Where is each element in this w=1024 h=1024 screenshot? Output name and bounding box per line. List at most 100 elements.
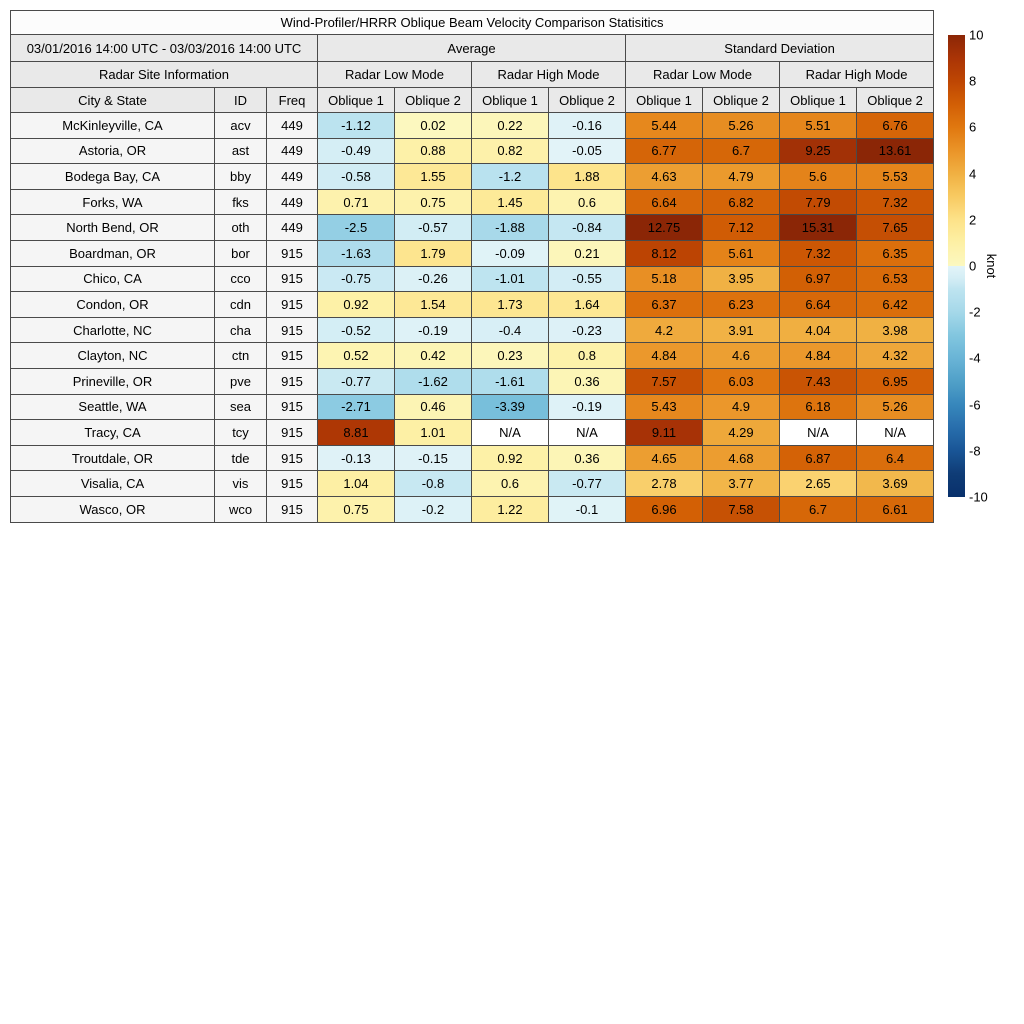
value-cell: 4.65 xyxy=(625,444,703,472)
city-cell: Troutdale, OR xyxy=(10,444,215,472)
value-cell: 7.43 xyxy=(779,367,857,395)
value-cell: 5.18 xyxy=(625,265,703,293)
colorbar-tick-label: 0 xyxy=(969,258,977,274)
id-cell: sea xyxy=(214,393,267,421)
table-row: Forks, WA fks 449 0.71 0.75 1.45 0.6 6.64 6.82 7.… xyxy=(10,188,935,216)
value-cell: -0.77 xyxy=(317,367,395,395)
value-cell: 0.8 xyxy=(548,342,626,369)
value-cell: -0.19 xyxy=(548,393,626,421)
table-row: Visalia, CA vis 915 1.04 -0.8 0.6 -0.77 2.78 3.7… xyxy=(10,470,935,497)
colorbar-tick-label: 4 xyxy=(969,166,977,182)
value-cell: -0.09 xyxy=(471,239,549,267)
city-cell: Tracy, CA xyxy=(10,419,215,446)
city-cell: Condon, OR xyxy=(10,291,215,318)
value-cell: 5.26 xyxy=(855,393,935,421)
value-cell: 7.32 xyxy=(779,239,857,267)
city-cell: Seattle, WA xyxy=(10,393,215,421)
freq-cell: 915 xyxy=(266,265,318,293)
colorbar-tick-label: 10 xyxy=(969,27,984,43)
avg-low-mode-header: Radar Low Mode xyxy=(317,61,472,88)
table-row: Prineville, OR pve 915 -0.77 -1.62 -1.61 0.36 7… xyxy=(10,367,935,395)
value-cell: 3.69 xyxy=(855,470,935,497)
value-cell: 0.92 xyxy=(471,444,549,472)
oblique2-header: Oblique 2 xyxy=(855,87,935,113)
value-cell: 0.88 xyxy=(394,137,472,165)
value-cell: 0.6 xyxy=(548,188,626,216)
table-row: Chico, CA cco 915 -0.75 -0.26 -1.01 -0.55 5.18 3… xyxy=(10,265,935,293)
city-cell: Prineville, OR xyxy=(10,367,215,395)
value-cell: 6.61 xyxy=(855,495,935,523)
value-cell: 3.98 xyxy=(855,316,935,344)
table-body: McKinleyville, CA acv 449 -1.12 0.02 0.22 -0.1… xyxy=(10,112,935,523)
city-state-header: City & State xyxy=(10,87,215,113)
value-cell: -0.55 xyxy=(548,265,626,293)
oblique2-header: Oblique 2 xyxy=(702,87,780,113)
value-cell: 0.92 xyxy=(317,291,395,318)
value-cell: 6.82 xyxy=(702,188,780,216)
value-cell: 6.18 xyxy=(779,393,857,421)
value-cell: 5.61 xyxy=(702,239,780,267)
city-cell: McKinleyville, CA xyxy=(10,112,215,139)
value-cell: 6.37 xyxy=(625,291,703,318)
value-cell: 6.97 xyxy=(779,265,857,293)
value-cell: -0.1 xyxy=(548,495,626,523)
value-cell: 13.61 xyxy=(855,137,935,165)
value-cell: 5.43 xyxy=(625,393,703,421)
value-cell: 6.87 xyxy=(779,444,857,472)
table-row: Boardman, OR bor 915 -1.63 1.79 -0.09 0.21 8.12… xyxy=(10,239,935,267)
colorbar-tick-label: -2 xyxy=(969,304,981,320)
group-header-row: 03/01/2016 14:00 UTC - 03/03/2016 14:00 … xyxy=(10,34,935,62)
value-cell: 4.79 xyxy=(702,163,780,190)
value-cell: 4.29 xyxy=(702,419,780,446)
value-cell: 0.22 xyxy=(471,112,549,139)
id-cell: cha xyxy=(214,316,267,344)
value-cell: -0.2 xyxy=(394,495,472,523)
oblique1-header: Oblique 1 xyxy=(779,87,857,113)
value-cell: 0.21 xyxy=(548,239,626,267)
value-cell: 6.95 xyxy=(855,367,935,395)
value-cell: 5.51 xyxy=(779,112,857,139)
freq-cell: 915 xyxy=(266,444,318,472)
value-cell: -0.13 xyxy=(317,444,395,472)
value-cell: 6.7 xyxy=(702,137,780,165)
city-cell: Bodega Bay, CA xyxy=(10,163,215,190)
value-cell: -3.39 xyxy=(471,393,549,421)
colorbar-tick-label: 6 xyxy=(969,119,977,135)
freq-cell: 915 xyxy=(266,316,318,344)
value-cell: -0.8 xyxy=(394,470,472,497)
value-cell: 6.03 xyxy=(702,367,780,395)
value-cell: 4.84 xyxy=(779,342,857,369)
value-cell: 6.64 xyxy=(779,291,857,318)
value-cell: 6.96 xyxy=(625,495,703,523)
value-cell: -0.52 xyxy=(317,316,395,344)
table-row: Astoria, OR ast 449 -0.49 0.88 0.82 -0.05 6.77 6… xyxy=(10,137,935,165)
value-cell: 1.45 xyxy=(471,188,549,216)
table-row: Charlotte, NC cha 915 -0.52 -0.19 -0.4 -0.23 4.… xyxy=(10,316,935,344)
value-cell: -0.75 xyxy=(317,265,395,293)
value-cell: 1.22 xyxy=(471,495,549,523)
statistics-table: Wind-Profiler/HRRR Oblique Beam Velocity… xyxy=(9,10,935,523)
value-cell: 1.88 xyxy=(548,163,626,190)
value-cell: -0.15 xyxy=(394,444,472,472)
value-cell: 1.73 xyxy=(471,291,549,318)
column-header-row: City & State ID Freq Oblique 1 Oblique 2… xyxy=(10,87,935,113)
value-cell: 5.44 xyxy=(625,112,703,139)
id-cell: ctn xyxy=(214,342,267,369)
id-header: ID xyxy=(214,87,267,113)
value-cell: 9.11 xyxy=(625,419,703,446)
value-cell: 1.04 xyxy=(317,470,395,497)
value-cell: 0.71 xyxy=(317,188,395,216)
freq-cell: 915 xyxy=(266,470,318,497)
title-row: Wind-Profiler/HRRR Oblique Beam Velocity… xyxy=(9,10,935,35)
colorbar-tick-label: 2 xyxy=(969,212,977,228)
period-header: 03/01/2016 14:00 UTC - 03/03/2016 14:00 … xyxy=(10,34,318,62)
city-cell: Astoria, OR xyxy=(10,137,215,165)
id-cell: tde xyxy=(214,444,267,472)
value-cell: 0.23 xyxy=(471,342,549,369)
table-row: North Bend, OR oth 449 -2.5 -0.57 -1.88 -0.84 1… xyxy=(10,214,935,241)
value-cell: -0.19 xyxy=(394,316,472,344)
value-cell: 0.02 xyxy=(394,112,472,139)
id-cell: tcy xyxy=(214,419,267,446)
city-cell: Clayton, NC xyxy=(10,342,215,369)
